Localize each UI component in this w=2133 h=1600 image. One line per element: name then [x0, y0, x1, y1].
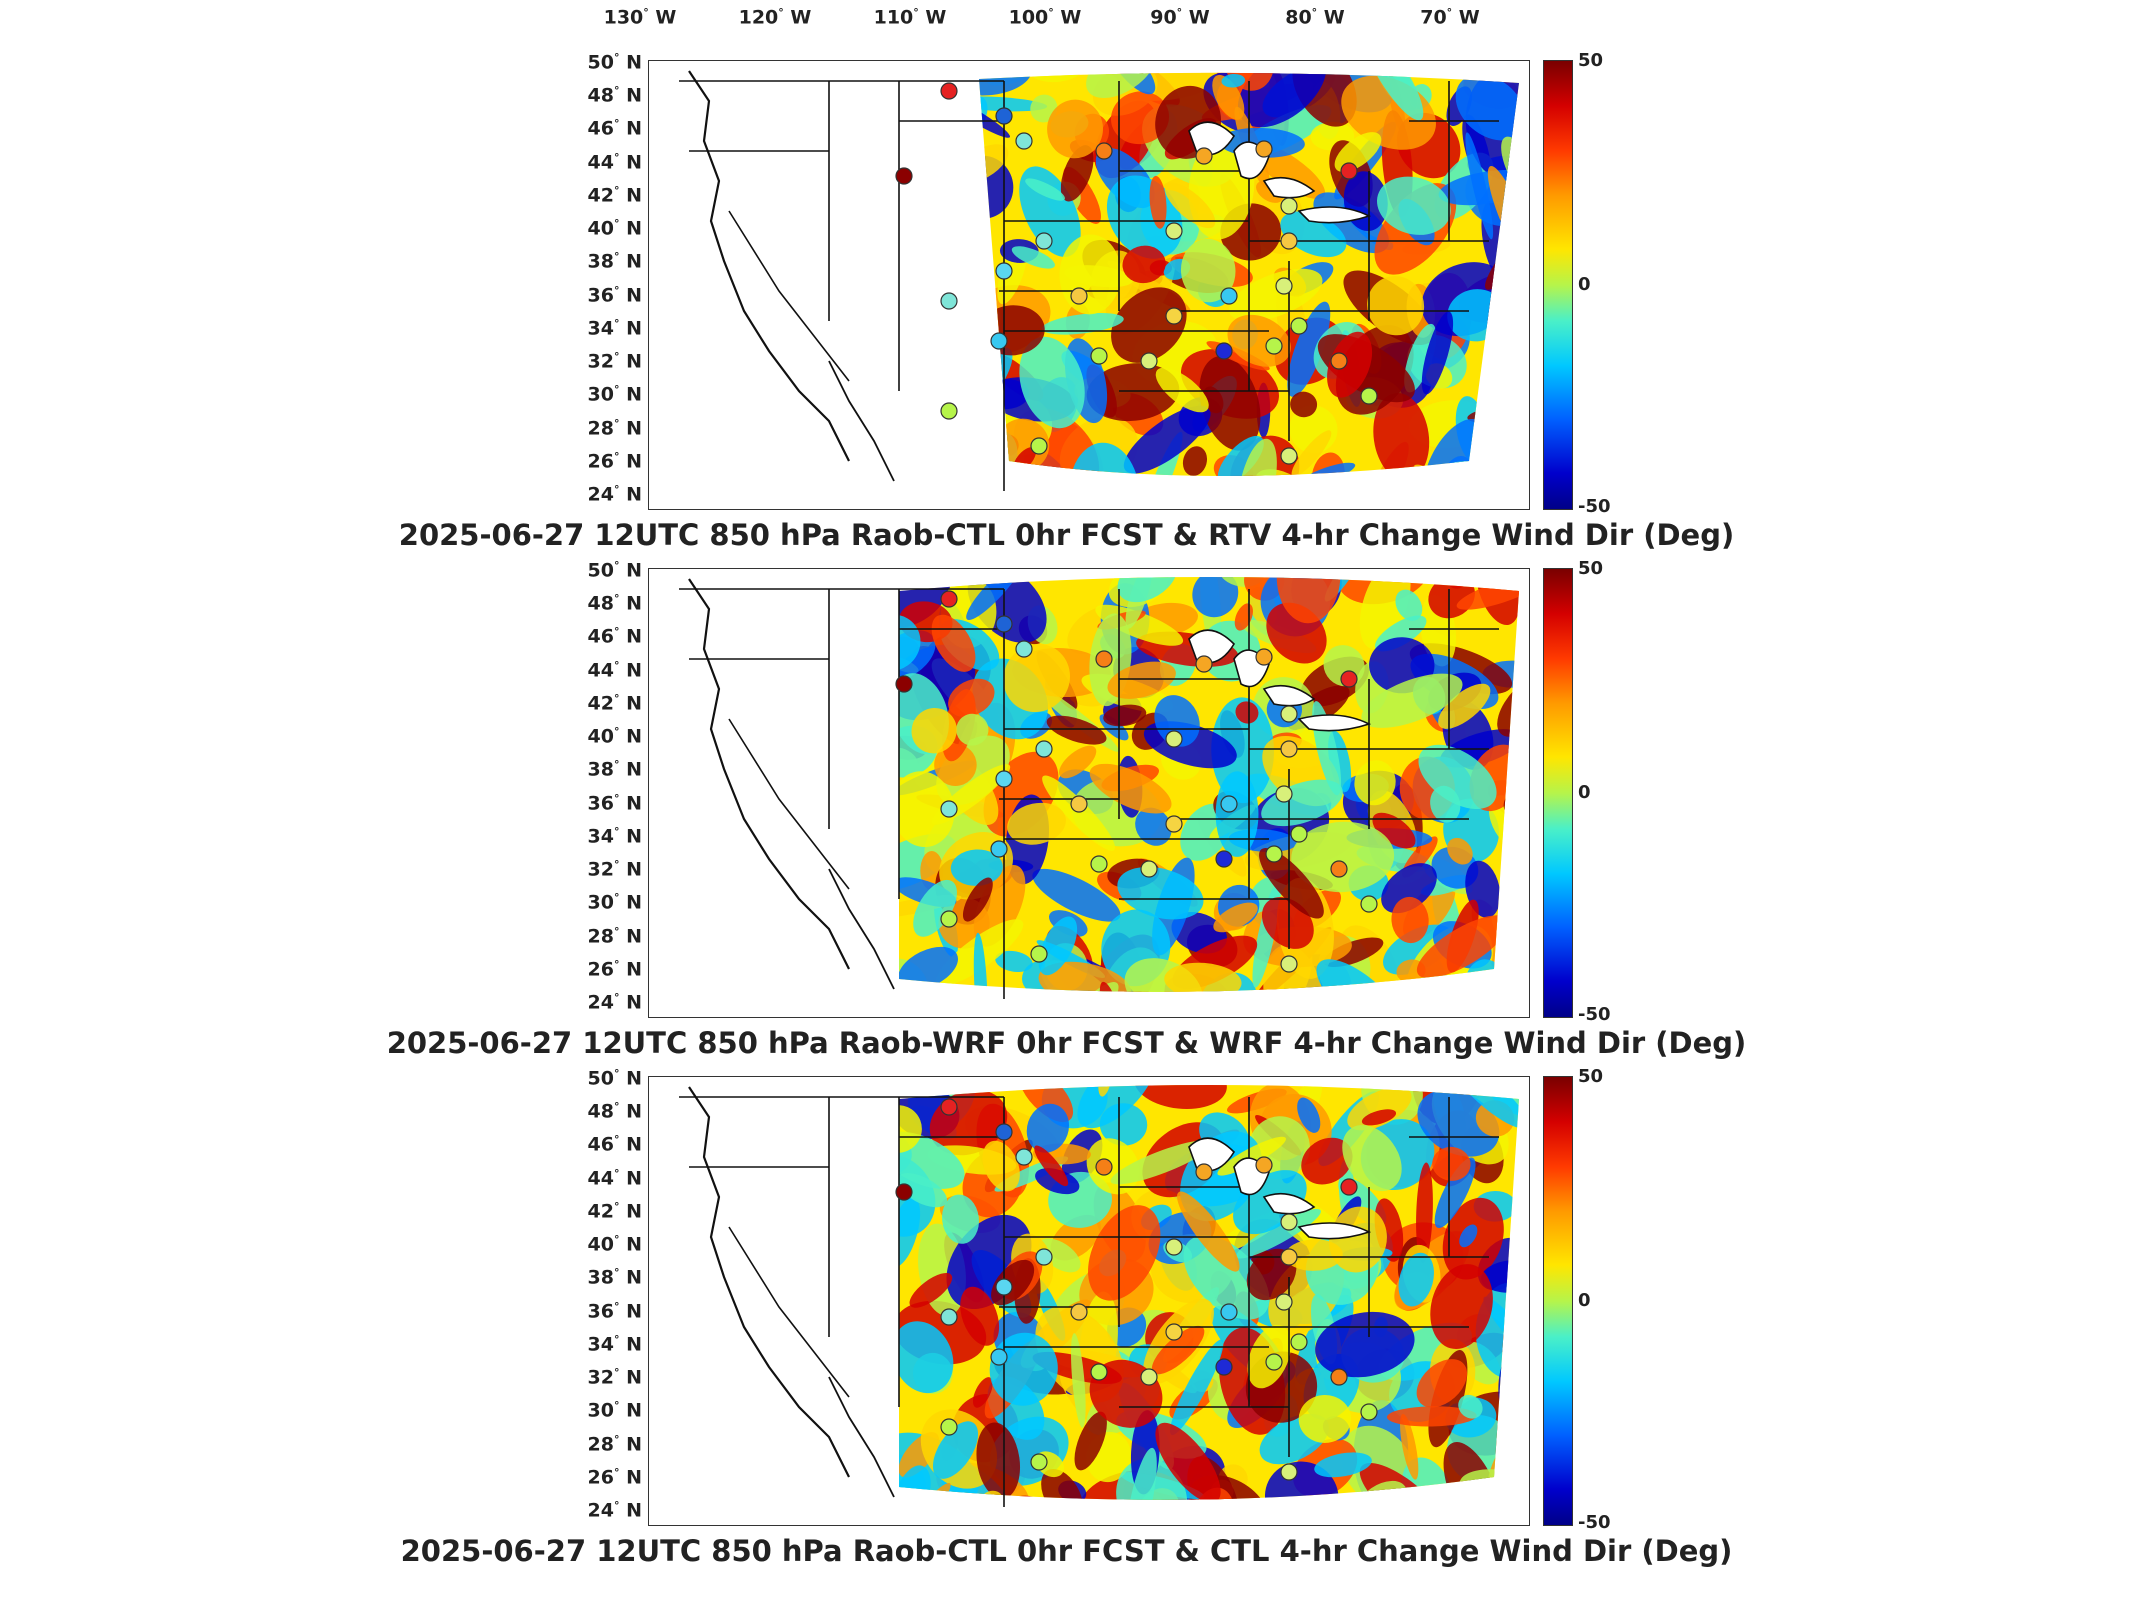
lat-label-24n: 24° N: [587, 483, 642, 506]
lat-label-46n: 46° N: [587, 625, 642, 648]
lat-label-42n: 42° N: [587, 183, 642, 207]
colorbar-3-max: 50: [1578, 1066, 1604, 1087]
lat-label-30n: 30° N: [587, 383, 642, 406]
map-panel-2: 50° N 48° N 46° N 44° N 42° N 40° N 38° N 36° N…: [386, 558, 1747, 1060]
lat-label-48n: 48° N: [587, 84, 642, 107]
lat-label-48n: 48° N: [587, 592, 642, 615]
lat-label-38n: 38° N: [587, 250, 642, 273]
lat-label-48n: 48° N: [587, 1100, 642, 1123]
lat-label-32n: 32° N: [587, 350, 642, 373]
lat-label-50n: 50° N: [587, 51, 642, 74]
lat-label-32n: 32° N: [587, 858, 642, 881]
lon-label-120w: 120° W: [738, 6, 812, 29]
lat-label-38n: 38° N: [587, 1266, 642, 1289]
lon-label-80w: 80° W: [1285, 6, 1345, 29]
colorbar-3-min: -50: [1578, 1512, 1611, 1533]
longitude-axis: 130° W 120° W 110° W 100° W 90° W 80° W …: [0, 6, 2133, 36]
lat-label-40n: 40° N: [587, 1233, 642, 1256]
colorbar-3-mid: 0: [1578, 1290, 1591, 1311]
lat-label-26n: 26° N: [587, 449, 642, 473]
lat-label-26n: 26° N: [587, 957, 642, 981]
colorbar-1-min: -50: [1578, 496, 1611, 517]
lat-label-36n: 36° N: [587, 283, 642, 306]
map-graphic-3: [679, 1085, 1519, 1507]
panel-2-title: 2025-06-27 12UTC 850 hPa Raob-WRF 0hr FC…: [386, 1026, 1747, 1060]
lat-label-36n: 36° N: [587, 1299, 642, 1322]
lat-label-46n: 46° N: [587, 117, 642, 140]
lat-label-50n: 50° N: [587, 559, 642, 582]
panel-3-title: 2025-06-27 12UTC 850 hPa Raob-CTL 0hr FC…: [400, 1534, 1733, 1568]
lat-label-44n: 44° N: [587, 1166, 642, 1190]
lat-label-42n: 42° N: [587, 691, 642, 715]
lat-label-38n: 38° N: [587, 758, 642, 781]
lat-label-44n: 44° N: [587, 150, 642, 174]
map-3: [648, 1076, 1530, 1526]
colorbar-2-max: 50: [1578, 558, 1604, 579]
lat-label-24n: 24° N: [587, 991, 642, 1014]
lon-label-100w: 100° W: [1008, 6, 1082, 29]
lat-label-28n: 28° N: [587, 924, 642, 947]
lat-label-36n: 36° N: [587, 791, 642, 814]
map-panel-1: 50° N 48° N 46° N 44° N 42° N 40° N 38° N 36° N…: [0, 0, 2133, 560]
lat-label-44n: 44° N: [587, 658, 642, 682]
colorbar-1-max: 50: [1578, 50, 1604, 71]
lat-label-32n: 32° N: [587, 1366, 642, 1389]
lat-label-28n: 28° N: [587, 1432, 642, 1455]
lon-label-70w: 70° W: [1420, 6, 1480, 29]
lat-label-34n: 34° N: [587, 316, 642, 340]
lat-label-28n: 28° N: [587, 416, 642, 439]
colorbar-1-mid: 0: [1578, 274, 1591, 295]
colorbar-2-min: -50: [1578, 1004, 1611, 1025]
lat-label-40n: 40° N: [587, 725, 642, 748]
panel-1-title: 2025-06-27 12UTC 850 hPa Raob-CTL 0hr FC…: [398, 518, 1735, 552]
lat-label-40n: 40° N: [587, 217, 642, 240]
lat-label-42n: 42° N: [587, 1199, 642, 1223]
map-graphic-1: [679, 70, 1519, 491]
lat-label-30n: 30° N: [587, 1399, 642, 1422]
map-1: [648, 60, 1530, 510]
colorbar-1: [1543, 60, 1573, 510]
lat-label-34n: 34° N: [587, 824, 642, 848]
lon-label-90w: 90° W: [1150, 6, 1210, 29]
lon-label-130w: 130° W: [603, 6, 677, 29]
map-2: [648, 568, 1530, 1018]
lat-label-46n: 46° N: [587, 1133, 642, 1156]
lat-label-24n: 24° N: [587, 1499, 642, 1522]
lat-label-34n: 34° N: [587, 1332, 642, 1356]
map-graphic-2: [679, 577, 1519, 999]
colorbar-3: [1543, 1076, 1573, 1526]
colorbar-2: [1543, 568, 1573, 1018]
lon-label-110w: 110° W: [873, 6, 947, 29]
lat-label-26n: 26° N: [587, 1465, 642, 1489]
lat-label-50n: 50° N: [587, 1067, 642, 1090]
colorbar-2-mid: 0: [1578, 782, 1591, 803]
lat-label-30n: 30° N: [587, 891, 642, 914]
